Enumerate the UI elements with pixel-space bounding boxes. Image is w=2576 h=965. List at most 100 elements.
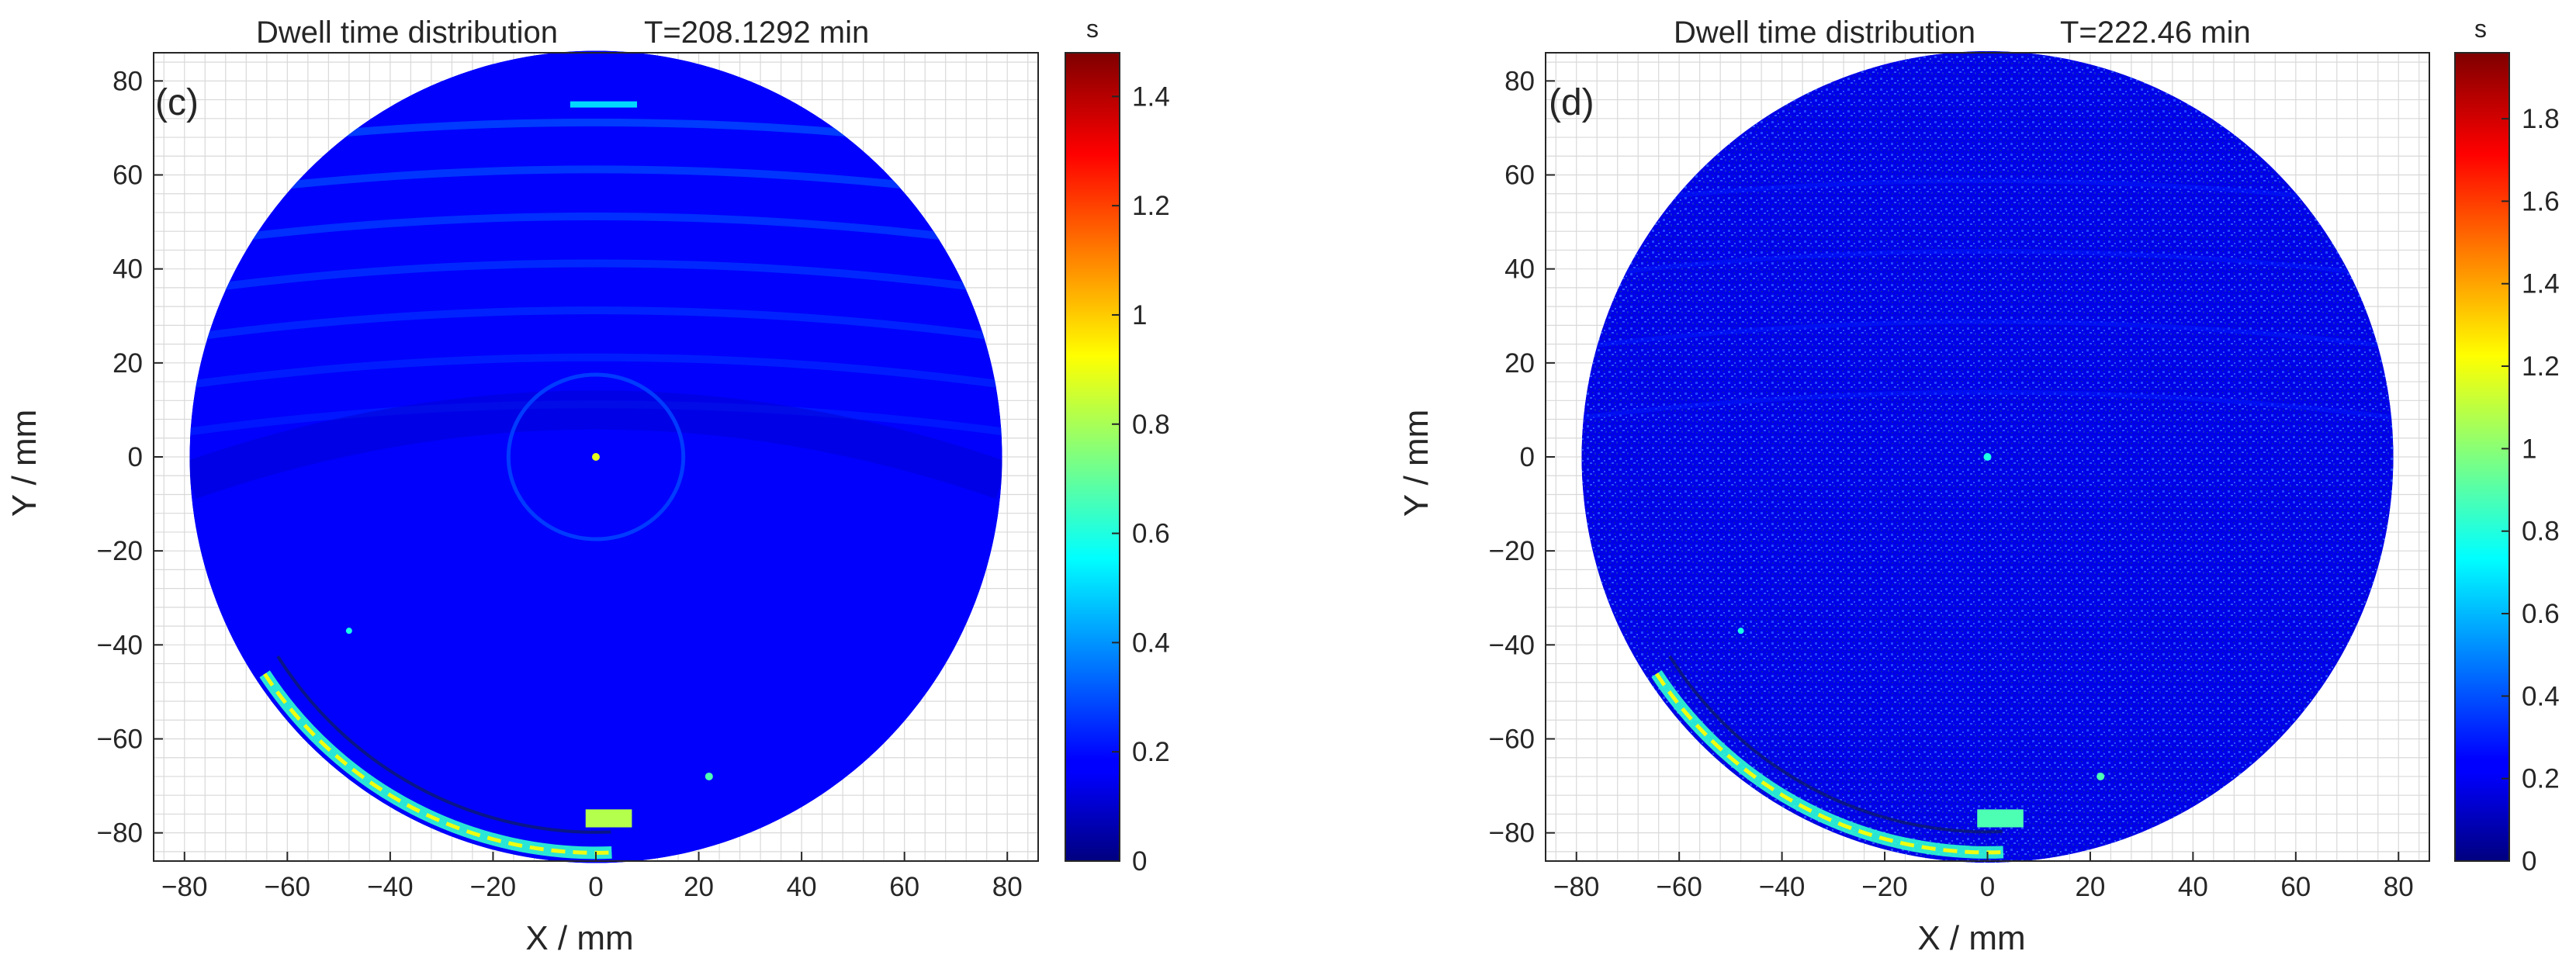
colorbar: 0 0.2 0.4 0.6 0.8 1 1.2 1.4 (1065, 52, 1170, 877)
dwell-spot (345, 628, 352, 635)
colorbar-tick-label: 0.6 (2522, 599, 2560, 629)
edge-arc-dark (1668, 655, 2003, 834)
y-axis-label: Y / mm (1397, 410, 1435, 517)
x-tick-label: −60 (265, 872, 310, 902)
x-tick-label: 80 (2384, 872, 2414, 902)
center-ring (506, 372, 686, 541)
colorbar-tick-label: 1.2 (1132, 191, 1170, 221)
y-tick-label: −20 (1489, 536, 1535, 566)
y-tick-label: −60 (97, 724, 143, 754)
dwell-map (189, 50, 1002, 863)
colorbar-tick-label: 0.8 (1132, 410, 1170, 440)
y-tick-label: −60 (1489, 724, 1535, 754)
total-time: T=222.46 min (2060, 16, 2251, 50)
dwell-map-c: Dwell time distribution T=208.1292 min s… (5, 15, 1170, 957)
colorbar-tick-label: 0 (1132, 846, 1147, 877)
y-tick-label: −40 (1489, 630, 1535, 660)
y-tick-label: −40 (97, 630, 143, 660)
edge-arc-dark (276, 655, 611, 834)
x-ticks: −80 −60 −40 −20 0 20 40 60 80 (161, 852, 1023, 902)
x-tick-label: 60 (2280, 872, 2311, 902)
x-tick-label: 0 (588, 872, 603, 902)
y-tick-label: 80 (113, 66, 143, 96)
colorbar-tick-label: 1 (1132, 300, 1147, 330)
dwell-spot (705, 772, 713, 780)
colorbar-tick-label: 0.8 (2522, 517, 2560, 547)
dwell-band (189, 353, 1002, 389)
y-tick-label: −80 (1489, 818, 1535, 849)
colorbar-gradient (1065, 52, 1120, 862)
bottom-hotspot (1977, 809, 2024, 828)
dwell-spot (2096, 772, 2105, 780)
x-tick-label: 0 (1980, 872, 1995, 902)
dwell-band (1581, 389, 2394, 420)
dwell-spot (1737, 628, 1744, 635)
colorbar-tick-label: 0.6 (1132, 519, 1170, 549)
colorbar-tick-label: 0 (2522, 846, 2536, 877)
x-tick-label: 80 (992, 872, 1023, 902)
edge-arc-hot (263, 673, 612, 855)
chart-title: Dwell time distribution (1674, 16, 1975, 50)
x-tick-label: −20 (1861, 872, 1907, 902)
bottom-hotspot (585, 809, 632, 828)
x-tick-label: 40 (787, 872, 817, 902)
dwell-low-zone (189, 390, 1002, 499)
dwell-band (189, 213, 1002, 247)
x-tick-label: 20 (684, 872, 714, 902)
colorbar-tick-label: 1.4 (1132, 81, 1170, 112)
x-tick-label: −40 (367, 872, 413, 902)
dwell-map-d: Dwell time distribution T=222.46 min s −… (1397, 15, 2560, 957)
x-tick-label: 60 (889, 872, 919, 902)
x-tick-label: −20 (470, 872, 516, 902)
y-ticks: −80 −60 −40 −20 0 20 40 60 80 (97, 66, 163, 849)
x-tick-label: −60 (1656, 872, 1702, 902)
y-tick-label: 20 (1504, 348, 1535, 379)
y-tick-label: 20 (113, 348, 143, 379)
total-time: T=208.1292 min (644, 16, 869, 50)
dwell-band (1581, 178, 2394, 209)
x-tick-label: −80 (161, 872, 207, 902)
colorbar: 0 0.2 0.4 0.6 0.8 1 1.2 1.4 1.6 1.8 (2454, 52, 2560, 877)
dwell-band (189, 259, 1002, 295)
colorbar-tick-label: 0.4 (1132, 628, 1170, 658)
colorbar-tick-label: 1.2 (2522, 351, 2560, 382)
dwell-band (1581, 248, 2394, 279)
y-tick-label: 80 (1504, 66, 1535, 96)
y-ticks: −80 −60 −40 −20 0 20 40 60 80 (1489, 66, 1555, 849)
dwell-band (189, 306, 1002, 342)
center-spot (592, 453, 600, 461)
center-spot (1983, 453, 1992, 461)
y-tick-label: 0 (1520, 442, 1535, 472)
panel-label: (d) (1549, 82, 1594, 123)
x-ticks: −80 −60 −40 −20 0 20 40 60 80 (1553, 852, 2414, 902)
dwell-band (1581, 319, 2394, 350)
x-tick-label: −80 (1553, 872, 1599, 902)
colorbar-tick-label: 0.4 (2522, 681, 2560, 711)
colorbar-gradient (2454, 52, 2510, 862)
y-tick-label: 60 (113, 161, 143, 191)
colorbar-tick-label: 1 (2522, 434, 2536, 464)
edge-arc-hot (1654, 673, 2003, 855)
y-tick-label: 60 (1504, 161, 1535, 191)
dwell-band (189, 165, 1002, 201)
y-tick-label: 0 (128, 442, 143, 472)
chart-title: Dwell time distribution (256, 16, 558, 50)
x-axis-label: X / mm (525, 919, 633, 957)
x-axis-label: X / mm (1917, 919, 2025, 957)
colorbar-tick-label: 0.2 (1132, 737, 1170, 767)
y-tick-label: 40 (1504, 254, 1535, 285)
dwell-map (1581, 50, 2394, 863)
y-tick-label: −20 (97, 536, 143, 566)
colorbar-tick-label: 1.4 (2522, 269, 2560, 299)
x-tick-label: −40 (1759, 872, 1805, 902)
panel-label: (c) (155, 82, 199, 123)
colorbar-tick-label: 1.6 (2522, 186, 2560, 216)
colorbar-tick-label: 1.8 (2522, 104, 2560, 134)
colorbar-unit: s (1086, 15, 1099, 43)
y-tick-label: −80 (97, 818, 143, 849)
colorbar-unit: s (2474, 15, 2487, 43)
x-tick-label: 40 (2178, 872, 2208, 902)
y-axis-label: Y / mm (5, 410, 43, 517)
y-tick-label: 40 (113, 254, 143, 285)
